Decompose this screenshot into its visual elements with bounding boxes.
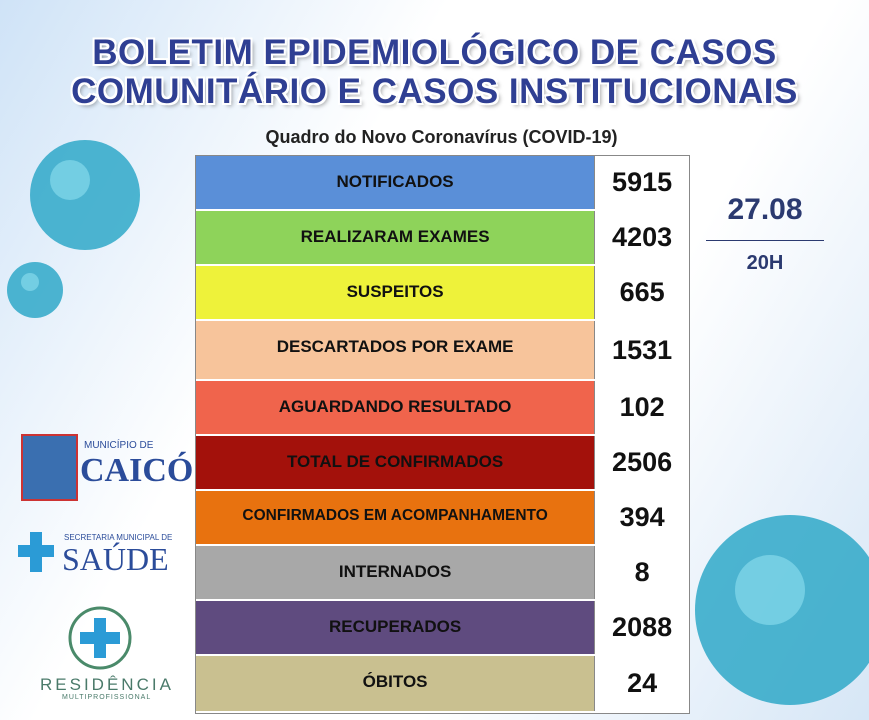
virus xyxy=(7,262,63,318)
row-value: 102 xyxy=(594,381,689,434)
row-value: 2088 xyxy=(594,601,689,654)
row-label: REALIZARAM EXAMES xyxy=(196,211,595,264)
row-label: CONFIRMADOS EM ACOMPANHAMENTO xyxy=(196,491,595,544)
date: 27.08 xyxy=(727,193,803,226)
virus xyxy=(30,140,140,250)
subtitle: Quadro do Novo Coronavírus (COVID-19) xyxy=(265,127,618,147)
row-label: AGUARDANDO RESULTADO xyxy=(196,381,595,434)
row-value: 394 xyxy=(594,491,689,544)
title: COMUNITÁRIO E CASOS INSTITUCIONAIS xyxy=(71,72,798,111)
logo-text: MUNICÍPIO DE xyxy=(84,440,154,451)
residencia-emblem xyxy=(68,606,132,670)
row-label: SUSPEITOS xyxy=(196,266,595,319)
row-value: 24 xyxy=(594,656,689,711)
saude-cross xyxy=(18,532,54,572)
row-label: ÓBITOS xyxy=(196,656,595,711)
table-row: ÓBITOS 24 xyxy=(196,656,689,713)
table-row: NOTIFICADOS 5915 xyxy=(196,156,689,211)
row-value: 665 xyxy=(594,266,689,319)
row-value: 1531 xyxy=(594,321,689,379)
table-row: RECUPERADOS 2088 xyxy=(196,601,689,656)
row-label: INTERNADOS xyxy=(196,546,595,599)
row-label: TOTAL DE CONFIRMADOS xyxy=(196,436,595,489)
table-row: INTERNADOS 8 xyxy=(196,546,689,601)
row-value: 5915 xyxy=(594,156,689,209)
table: NOTIFICADOS 5915 REALIZARAM EXAMES 4203 SUSP… xyxy=(195,155,690,714)
logo-text: SECRETARIA MUNICIPAL DE xyxy=(64,533,173,542)
logo-text: SAÚDE xyxy=(62,541,169,577)
row-label: RECUPERADOS xyxy=(196,601,595,654)
title: BOLETIM EPIDEMIOLÓGICO DE CASOS xyxy=(92,33,777,72)
table-row: TOTAL DE CONFIRMADOS 2506 xyxy=(196,436,689,491)
logo-text: MULTIPROFISSIONAL xyxy=(62,694,152,701)
row-label: DESCARTADOS POR EXAME xyxy=(196,321,595,379)
table-row: CONFIRMADOS EM ACOMPANHAMENTO 394 xyxy=(196,491,689,546)
table-row: DESCARTADOS POR EXAME 1531 xyxy=(196,321,689,381)
table-row: AGUARDANDO RESULTADO 102 xyxy=(196,381,689,436)
row-value: 2506 xyxy=(594,436,689,489)
row-value: 8 xyxy=(594,546,689,599)
divider xyxy=(706,240,824,241)
row-value: 4203 xyxy=(594,211,689,264)
logo-text: RESIDÊNCIA xyxy=(40,675,174,694)
time: 20H xyxy=(746,252,784,274)
table-row: SUSPEITOS 665 xyxy=(196,266,689,321)
table-row: REALIZARAM EXAMES 4203 xyxy=(196,211,689,266)
row-label: NOTIFICADOS xyxy=(196,156,595,209)
caico-crest xyxy=(21,434,78,501)
logo-text: CAICÓ xyxy=(80,452,194,489)
